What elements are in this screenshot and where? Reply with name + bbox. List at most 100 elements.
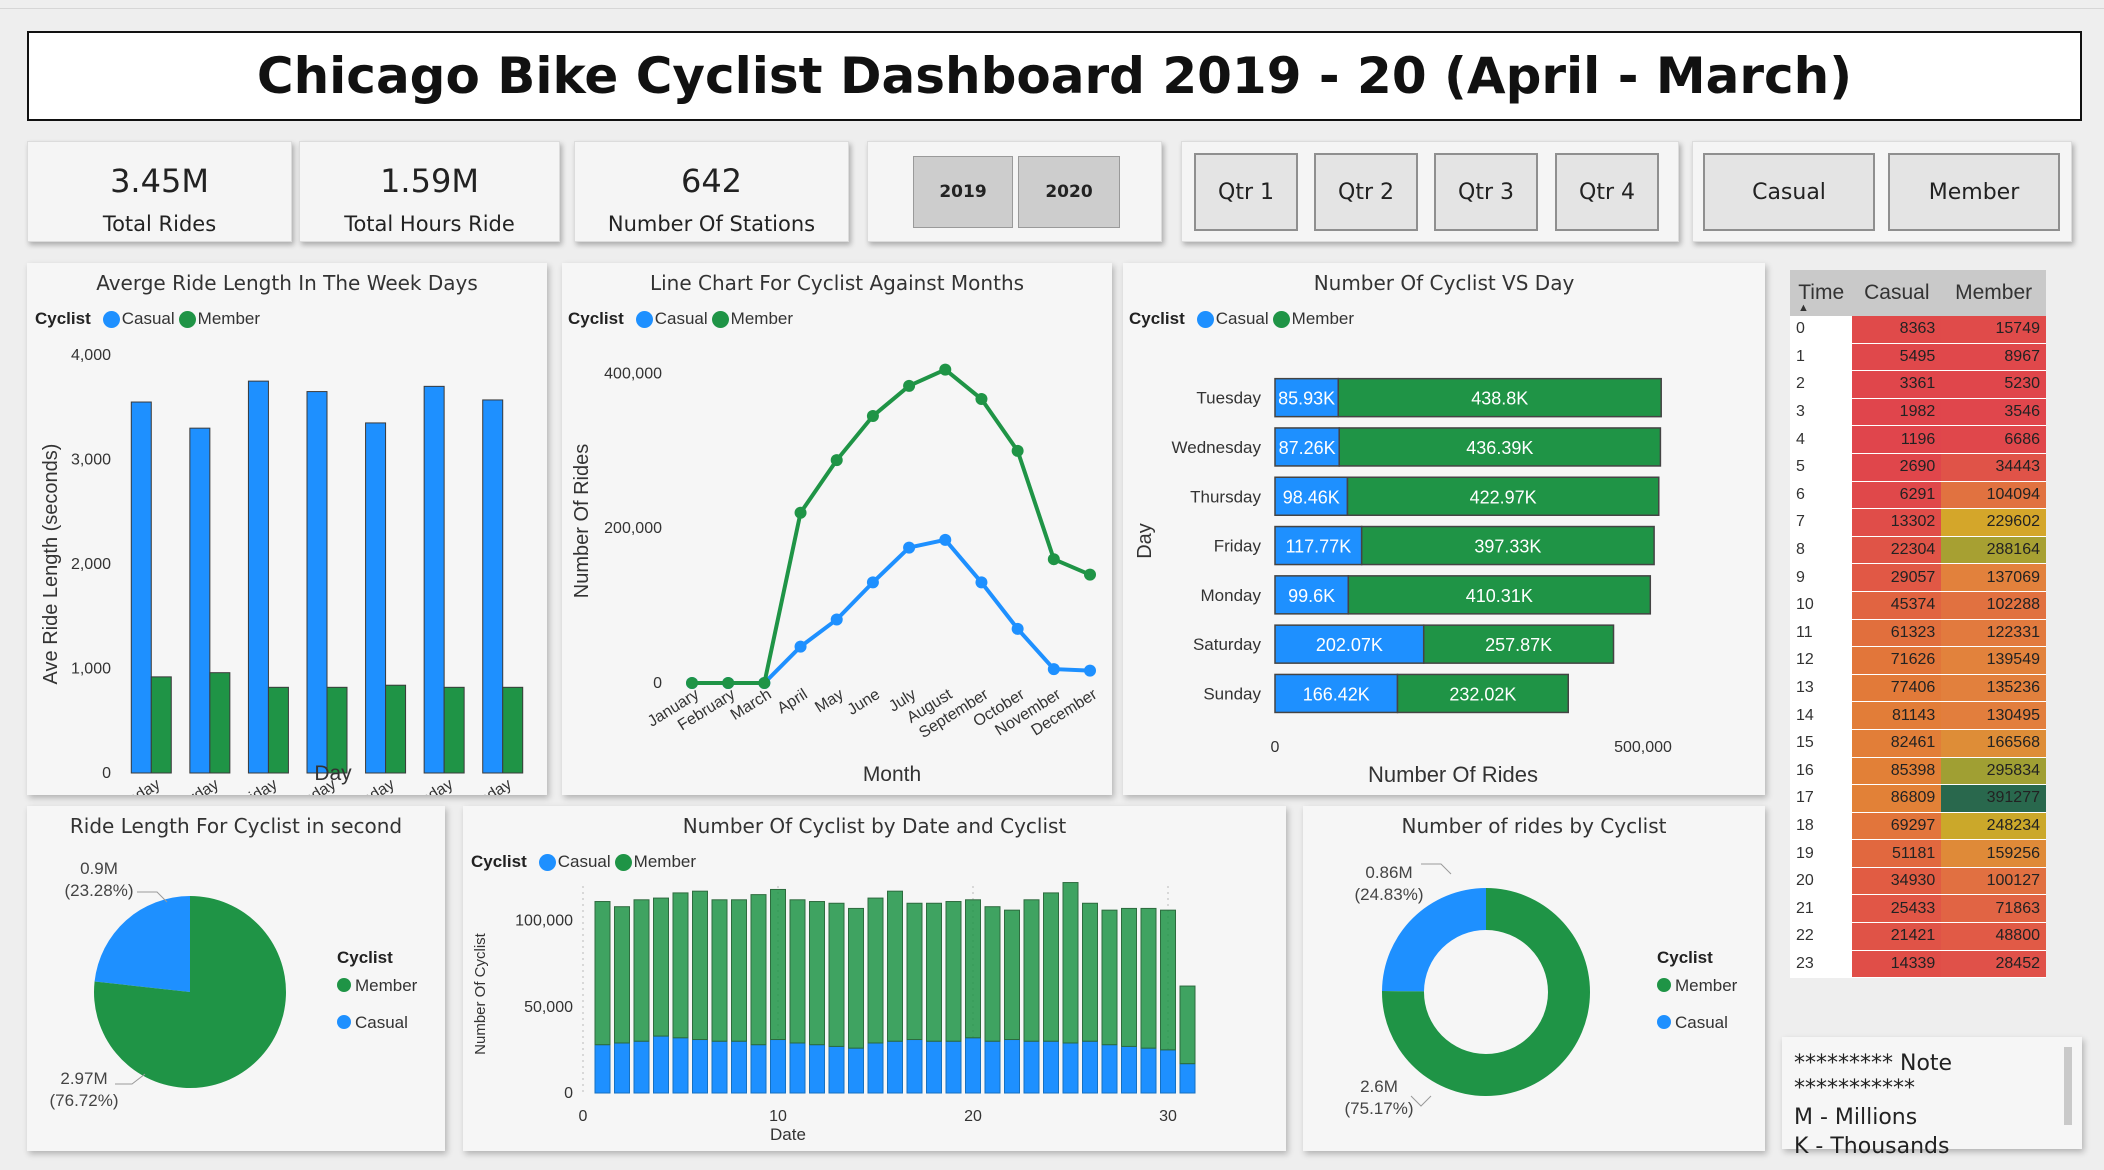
legend-title: Cyclist <box>35 309 91 328</box>
member-column-header[interactable]: Member <box>1941 270 2046 316</box>
rides-by-cyclist-panel: Number of rides by Cyclist 0.86M (24.83%)… <box>1303 806 1765 1151</box>
x-tick-label: 10 <box>769 1108 787 1125</box>
y-axis-label: Number Of Cyclist <box>472 932 489 1055</box>
cyclist-type-slicer: Casual Member <box>1692 141 2072 242</box>
member-cell: 71863 <box>1941 894 2046 924</box>
time-column-header[interactable]: Time ▲ <box>1790 270 1853 316</box>
table-row: 10 45374 102288 <box>1790 591 2046 620</box>
casual-button[interactable]: Casual <box>1703 153 1875 231</box>
leader-line <box>115 1073 146 1085</box>
casual-cell: 8363 <box>1852 316 1942 344</box>
member-point <box>722 677 735 689</box>
chart-legend: Cyclist Casual Member <box>568 309 793 329</box>
member-cell: 159256 <box>1941 839 2046 868</box>
legend-casual: Casual <box>1675 1013 1728 1032</box>
member-legend-dot <box>711 310 729 328</box>
casual-column <box>965 1037 981 1094</box>
member-legend-dot <box>1657 978 1671 992</box>
member-column <box>711 899 728 1042</box>
legend-member: Member <box>730 309 794 328</box>
member-point <box>1047 553 1060 566</box>
time-cell: 19 <box>1790 839 1853 868</box>
x-axis-label: Number Of Rides <box>1368 762 1538 787</box>
table-row: 11 61323 122331 <box>1790 619 2046 648</box>
year-2020-button[interactable]: 2020 <box>1018 156 1120 228</box>
member-column <box>692 890 708 1041</box>
year-2019-button[interactable]: 2019 <box>913 156 1013 228</box>
casual-column <box>848 1047 864 1094</box>
y-tick-label: 100,000 <box>515 913 573 930</box>
member-cell: 3546 <box>1941 398 2046 427</box>
casual-cell: 21421 <box>1852 922 1942 951</box>
member-column <box>887 890 903 1042</box>
y-tick-label: Tuesday <box>1196 389 1261 408</box>
chart-title: Number Of Cyclist VS Day <box>1313 271 1575 295</box>
member-cell: 166568 <box>1941 729 2046 758</box>
casual-column <box>1062 1042 1079 1094</box>
time-cell: 3 <box>1790 398 1853 427</box>
dashboard-title-box: Chicago Bike Cyclist Dashboard 2019 - 20… <box>27 31 2082 121</box>
member-slice <box>1382 888 1590 1096</box>
casual-bar <box>423 385 445 774</box>
x-tick-label: 0 <box>579 1108 588 1125</box>
qtr2-button[interactable]: Qtr 2 <box>1314 153 1418 231</box>
x-axis-label: Month <box>863 763 921 786</box>
qtr4-button[interactable]: Qtr 4 <box>1555 153 1659 231</box>
time-cell: 10 <box>1790 591 1853 620</box>
x-tick-label: April <box>775 686 811 717</box>
casual-bar <box>1274 427 1340 467</box>
time-cell: 0 <box>1790 316 1853 344</box>
member-column <box>926 902 942 1042</box>
casual-cell: 85398 <box>1852 757 1942 786</box>
time-cell: 14 <box>1790 701 1853 730</box>
x-axis-label: Day <box>314 762 352 785</box>
casual-value-label: 0.86M <box>1365 863 1412 882</box>
time-cell: 6 <box>1790 481 1853 510</box>
casual-column-header[interactable]: Casual <box>1852 270 1942 316</box>
member-column <box>906 902 923 1041</box>
casual-point <box>1011 622 1024 635</box>
legend-member: Member <box>1675 976 1738 995</box>
legend-member: Member <box>197 309 261 328</box>
y-tick-label: 3,000 <box>71 452 111 469</box>
member-cell: 135236 <box>1941 674 2046 703</box>
note-scrollbar[interactable] <box>2064 1047 2072 1125</box>
data-label: 117.77K <box>1285 537 1351 557</box>
member-cell: 102288 <box>1941 591 2046 620</box>
time-cell: 15 <box>1790 729 1853 758</box>
table-row: 5 2690 34443 <box>1790 453 2046 482</box>
casual-cell: 51181 <box>1852 839 1942 868</box>
casual-cell: 6291 <box>1852 481 1942 510</box>
member-legend-dot <box>178 310 196 328</box>
note-line-thousands: K - Thousands <box>1794 1134 1950 1159</box>
qtr1-button[interactable]: Qtr 1 <box>1194 153 1298 231</box>
member-cell: 5230 <box>1941 370 2046 399</box>
member-line <box>692 367 1091 685</box>
member-column <box>1043 892 1059 1042</box>
casual-legend-dot <box>102 310 120 328</box>
member-bar <box>267 686 289 774</box>
member-legend-dot <box>614 853 632 871</box>
member-cell: 248234 <box>1941 812 2046 841</box>
y-tick-label: 4,000 <box>71 347 111 364</box>
member-bar <box>326 686 348 774</box>
qtr3-button[interactable]: Qtr 3 <box>1434 153 1538 231</box>
casual-column <box>692 1039 708 1094</box>
casual-point <box>939 533 952 546</box>
y-tick-label: Monday <box>1201 586 1262 605</box>
kpi-label: Total Rides <box>102 212 217 236</box>
casual-cell: 13302 <box>1852 508 1942 537</box>
table-row: 9 29057 137069 <box>1790 563 2046 592</box>
table-row: 23 14339 28452 <box>1790 950 2046 979</box>
member-column <box>1101 909 1118 1046</box>
member-cell: 15749 <box>1941 316 2046 344</box>
casual-cell: 2690 <box>1852 453 1942 482</box>
table-row: 1 5495 8967 <box>1790 343 2046 372</box>
member-column <box>1121 907 1137 1047</box>
member-cell: 34443 <box>1941 453 2046 482</box>
kpi-value: 642 <box>680 162 743 200</box>
casual-pct-label: (24.83%) <box>1355 885 1424 904</box>
chart-title: Number of rides by Cyclist <box>1401 814 1667 838</box>
member-button[interactable]: Member <box>1888 153 2060 231</box>
member-column <box>1160 909 1176 1051</box>
